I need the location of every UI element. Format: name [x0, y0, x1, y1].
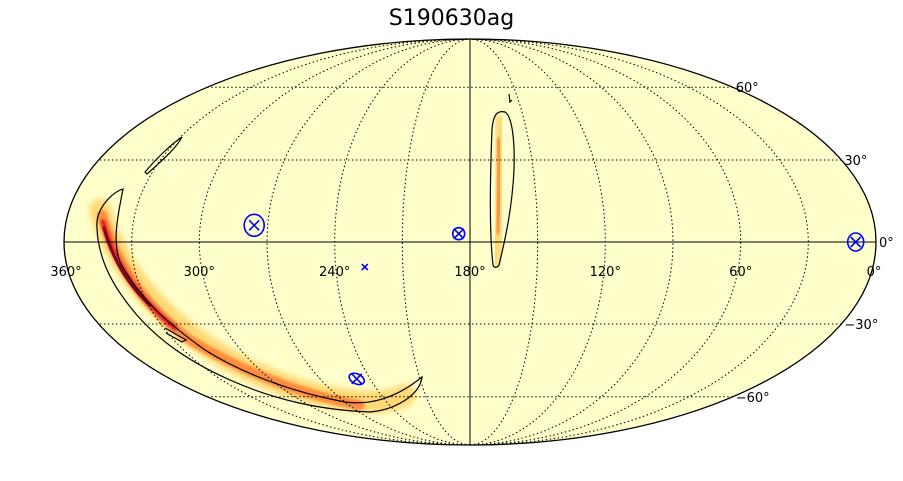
contour-southern-notch	[164, 327, 188, 343]
ra-tick-label: 180°	[454, 265, 485, 280]
map-boundary	[63, 38, 877, 446]
dec-tick-label: 30°	[844, 154, 867, 169]
credible-region-contours	[96, 93, 515, 413]
map-title: S190630ag	[388, 6, 515, 31]
ra-tick-label: 360°	[50, 265, 81, 280]
contour-northern-strip	[489, 110, 515, 268]
dec-tick-label: 60°	[736, 81, 759, 96]
dec-tick-label: −30°	[844, 318, 878, 333]
probability-region-arc-max	[102, 226, 152, 307]
contour-small-mark	[508, 93, 513, 104]
circled-x-marker-icon	[348, 372, 366, 386]
dec-tick-label: −60°	[736, 391, 770, 406]
meridian-line	[401, 39, 471, 445]
meridian-line	[469, 39, 742, 445]
event-markers	[243, 213, 865, 386]
contour-southern-arc	[96, 188, 423, 413]
ra-tick-label: 0°	[867, 265, 882, 280]
meridian-line	[469, 39, 539, 445]
circled-x-marker-icon	[451, 226, 466, 241]
ra-tick-label: 120°	[590, 265, 621, 280]
circled-x-marker-icon	[243, 213, 265, 238]
ra-tick-label: 60°	[729, 265, 752, 280]
contour-northern-sliver	[144, 136, 183, 175]
meridian-line	[131, 39, 471, 445]
meridian-line	[469, 39, 809, 445]
meridian-line	[198, 39, 471, 445]
x-marker-icon	[361, 263, 369, 271]
probability-region-strip-core	[494, 137, 502, 235]
axis-tick-labels: 360° 300° 240° 180° 120° 60° 0° 60° 30° 0° −30° −60…	[50, 81, 893, 406]
ra-tick-label: 300°	[184, 265, 215, 280]
circled-x-marker-icon	[846, 232, 865, 252]
ra-tick-label: 240°	[319, 265, 350, 280]
dec-tick-label: 0°	[879, 236, 894, 251]
